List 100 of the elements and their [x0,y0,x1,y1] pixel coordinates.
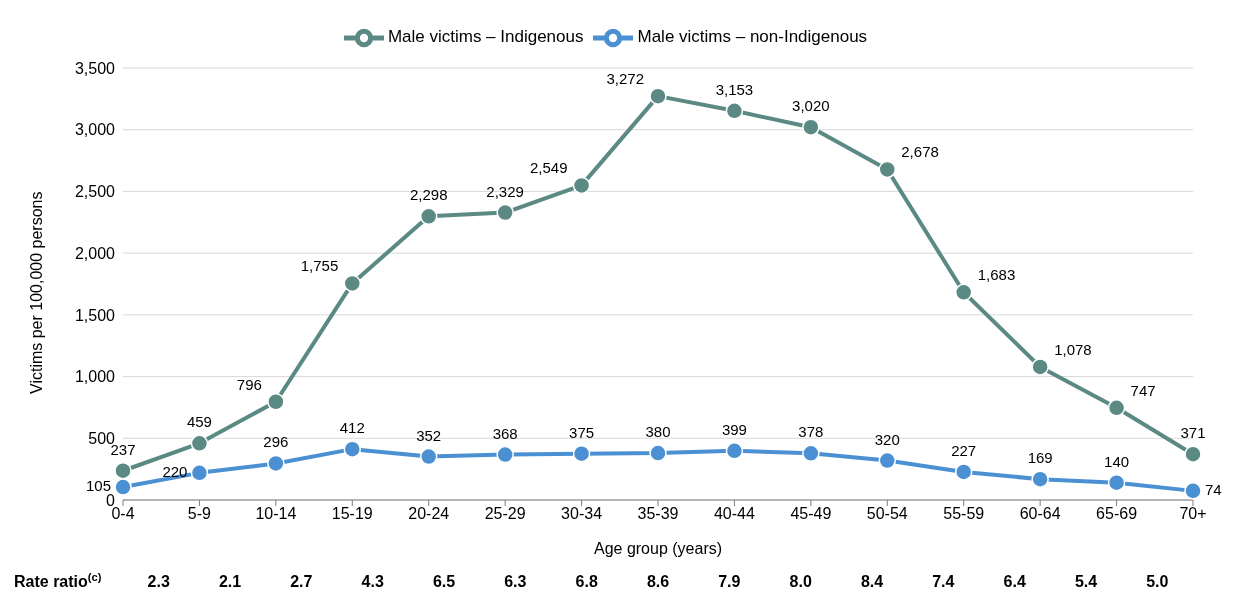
data-label: 105 [85,477,111,495]
point [649,87,667,105]
data-label: 227 [951,441,977,459]
point [419,207,438,226]
point [114,462,132,480]
legend-label: Male victims – Indigenous [387,27,584,47]
x-tick-label: 30-34 [561,505,603,523]
text: 2.1 [218,573,242,590]
text: 2.7 [290,573,313,590]
text: 8.0 [789,573,812,590]
data-label: 399 [721,420,747,438]
point [572,176,591,195]
point [802,444,820,463]
point [802,118,820,136]
x-tick-label: 15-19 [331,505,373,523]
point [343,274,362,293]
x-tick-label: 40-44 [713,505,755,523]
x-tick-label: 65-69 [1096,505,1138,523]
data-label: 296 [263,433,289,451]
text: 7.4 [932,573,955,590]
x-tick-label: 5-9 [187,505,212,523]
y-tick-label: 1,000 [74,368,116,386]
y-axis-title: Victims per 100,000 persons [27,191,45,394]
x-tick-label: 0-4 [111,505,135,523]
data-label: 378 [798,423,824,441]
point [419,447,438,466]
y-tick-label: 1,500 [74,306,116,324]
data-label: 1,078 [1054,340,1092,358]
text: 7.9 [718,573,741,590]
data-label: 747 [1130,381,1156,399]
x-tick-label: 20-24 [408,505,450,523]
y-tick-label: 3,500 [74,59,116,77]
point [725,102,744,120]
point [572,444,591,463]
data-label: 380 [645,423,671,441]
data-label: 2,298 [409,186,448,204]
data-label: 1,683 [977,266,1016,284]
point [1031,358,1049,376]
x-tick-label: 10-14 [255,505,297,523]
point [1107,399,1126,417]
data-label: 371 [1180,424,1206,442]
point [496,203,514,222]
x-tick-label: 60-64 [1019,505,1061,523]
data-label: 220 [162,462,188,480]
data-label: 3,153 [715,80,754,98]
text: 6.8 [575,573,598,590]
x-tick-label: 50-54 [866,505,908,523]
x-tick-label: 35-39 [637,505,679,523]
data-label: 2,678 [901,143,939,161]
point [649,444,667,462]
x-tick-label: 55-59 [943,505,985,523]
data-label: 796 [236,375,262,393]
point [496,445,514,464]
data-label: 375 [569,423,595,441]
point [954,463,973,481]
text: 6.4 [1003,573,1026,590]
text: 2.3 [147,573,170,590]
data-label: 459 [186,413,212,431]
text: 5.0 [1146,573,1169,590]
data-label: 3,020 [792,97,830,115]
x-tick-label: 25-29 [484,505,526,523]
point [190,464,209,482]
x-tick-label: 45-49 [790,505,832,523]
data-label: 352 [416,426,442,444]
text: 6.3 [504,573,527,590]
point [267,393,285,411]
data-label: 2,549 [530,159,568,177]
point [878,451,897,470]
x-tick-label: 70+ [1179,505,1207,523]
point [343,440,362,458]
point [878,160,897,179]
point [1031,470,1049,488]
point [114,478,132,496]
data-label: 3,272 [606,70,644,88]
data-label: 368 [492,424,518,442]
x-axis-title: Age group (years) [593,540,723,557]
data-label: 140 [1104,452,1130,470]
point [1107,473,1126,492]
data-label: 169 [1027,449,1053,467]
text: 4.3 [361,573,384,590]
data-label: 412 [339,419,365,437]
point [725,442,744,460]
text: Rate ratio$^{(c)}$ [14,571,102,590]
text: 8.4 [860,573,884,590]
text: 8.6 [646,573,670,590]
data-label: 74 [1205,480,1222,498]
point [1184,482,1202,500]
legend-label: Male victims – non-Indigenous [637,27,868,47]
y-tick-label: 3,000 [74,121,116,139]
data-label: 320 [874,430,900,448]
text: 6.5 [432,573,456,590]
point [190,434,209,453]
point [1184,445,1202,463]
data-label: 2,329 [486,182,524,200]
point [954,283,973,302]
text: 5.4 [1074,573,1098,590]
data-label: 1,755 [300,257,339,275]
y-tick-label: 2,500 [74,183,116,201]
y-tick-label: 2,000 [74,244,116,262]
point [267,454,285,473]
